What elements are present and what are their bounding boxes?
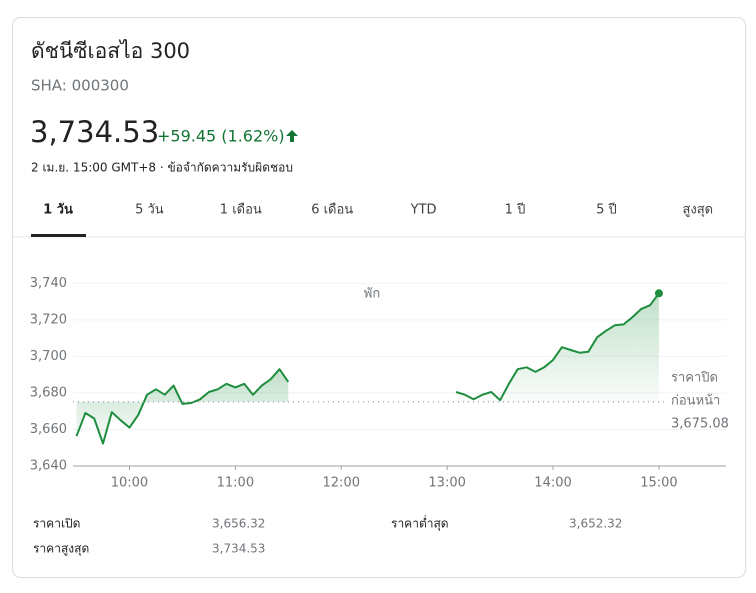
price: 3,734.53 bbox=[30, 115, 159, 149]
tab[interactable]: 5 ปี bbox=[596, 202, 617, 218]
break-label: พัก bbox=[364, 287, 380, 302]
timestamp: 2 เม.ย. 15:00 GMT+8 · ข้อจำกัดความรับผิด… bbox=[31, 161, 293, 175]
y-tick-label: 3,640 bbox=[30, 459, 67, 474]
change: +59.45 (1.62%) bbox=[157, 127, 285, 146]
tab[interactable]: YTD bbox=[410, 203, 437, 218]
stat-label: ราคาเปิด bbox=[33, 517, 80, 531]
ticker: SHA: 000300 bbox=[31, 77, 129, 95]
stat-value: 3,734.53 bbox=[212, 542, 265, 556]
tab-underline bbox=[31, 234, 86, 237]
x-tick-label: 13:00 bbox=[428, 476, 465, 491]
y-tick-label: 3,700 bbox=[30, 349, 67, 364]
tab[interactable]: 5 วัน bbox=[135, 203, 164, 218]
tab[interactable]: 1 วัน bbox=[43, 203, 73, 218]
reference-value: 3,675.08 bbox=[671, 417, 729, 432]
stat-label: ราคาต่ำสุด bbox=[391, 515, 449, 532]
x-tick-label: 11:00 bbox=[217, 476, 254, 491]
tab[interactable]: 6 เดือน bbox=[311, 202, 353, 218]
x-tick-label: 14:00 bbox=[534, 476, 571, 491]
x-tick-label: 10:00 bbox=[111, 476, 148, 491]
reference-label: ราคาปิด bbox=[671, 371, 718, 386]
stat-value: 3,652.32 bbox=[569, 517, 622, 531]
last-point bbox=[654, 289, 663, 298]
y-tick-label: 3,660 bbox=[30, 422, 67, 437]
y-tick-label: 3,680 bbox=[30, 385, 67, 400]
up-arrow bbox=[286, 130, 298, 142]
tab[interactable]: 1 ปี bbox=[505, 202, 526, 218]
tab[interactable]: สูงสุด bbox=[682, 203, 713, 218]
reference-label: ก่อนหน้า bbox=[671, 394, 720, 409]
area bbox=[456, 293, 659, 402]
x-tick-label: 12:00 bbox=[323, 476, 360, 491]
tab[interactable]: 1 เดือน bbox=[220, 202, 262, 218]
card bbox=[12, 17, 746, 578]
y-tick-label: 3,720 bbox=[30, 312, 67, 327]
title: ดัชนีซีเอสไอ 300 bbox=[31, 39, 190, 63]
stat-label: ราคาสูงสุด bbox=[33, 542, 89, 557]
price-line bbox=[75, 292, 660, 445]
stat-value: 3,656.32 bbox=[212, 517, 265, 531]
y-tick-label: 3,740 bbox=[30, 276, 67, 291]
x-tick-label: 15:00 bbox=[640, 476, 677, 491]
